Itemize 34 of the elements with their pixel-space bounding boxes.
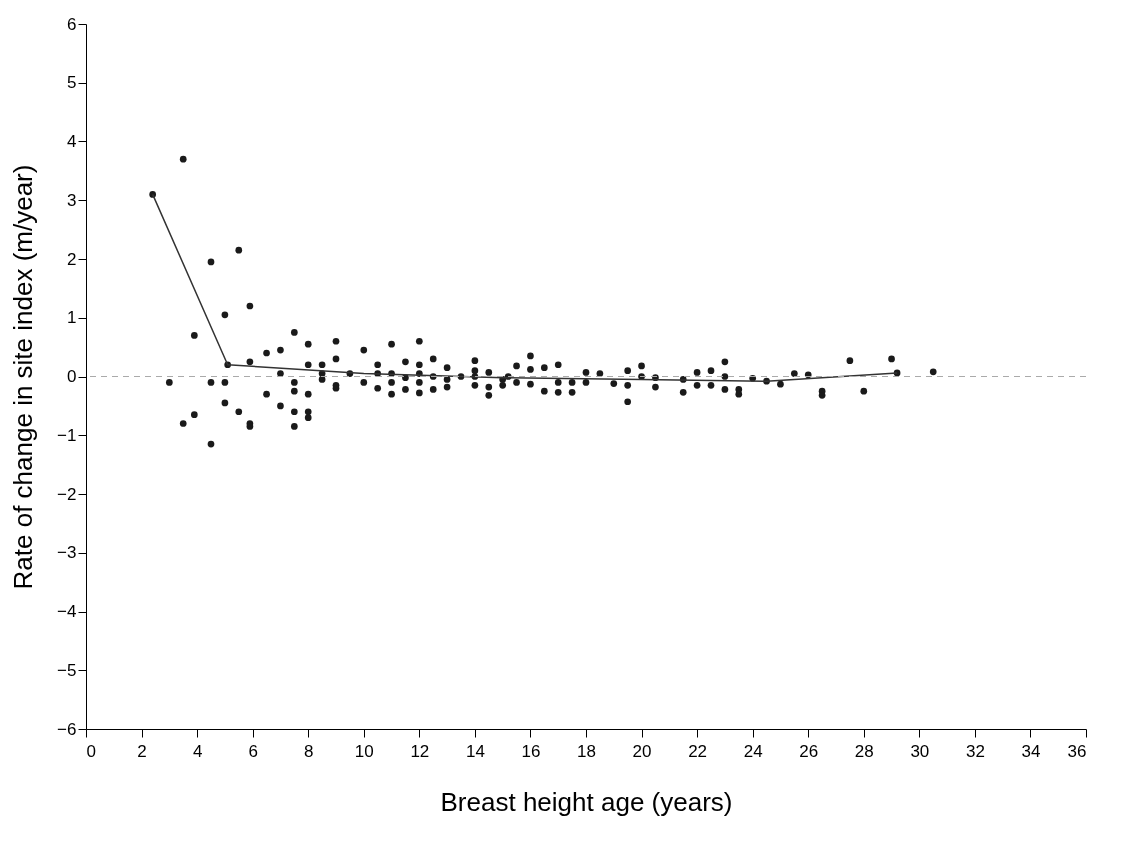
y-tick-label: 2	[67, 249, 77, 269]
y-tick-label: −2	[57, 484, 77, 504]
y-tick-label: 5	[67, 73, 77, 93]
x-tick-label: 28	[854, 741, 874, 761]
x-axis-title: Breast height age (years)	[440, 786, 733, 817]
x-tick-label: 6	[248, 741, 258, 761]
y-tick-label: 6	[67, 14, 77, 34]
x-tick-label: 10	[354, 741, 374, 761]
x-tick-label: 26	[799, 741, 819, 761]
y-tick-label: 3	[67, 190, 77, 210]
y-tick-label: −1	[57, 425, 77, 445]
y-axis-title: Rate of change in site index (m/year)	[8, 164, 39, 590]
x-tick-label: 30	[910, 741, 930, 761]
x-tick-label: 20	[632, 741, 652, 761]
x-tick-label: 32	[965, 741, 985, 761]
x-tick-label: 22	[688, 741, 708, 761]
x-tick-label: 12	[410, 741, 430, 761]
x-tick-label: 4	[192, 741, 203, 761]
x-tick-label: 14	[465, 741, 485, 761]
x-tick-label: 18	[577, 741, 596, 761]
x-tick-label: 0	[86, 741, 96, 761]
y-tick-label: −4	[57, 602, 77, 621]
x-tick-label: 16	[521, 741, 541, 761]
y-tick-label: 4	[67, 132, 77, 151]
x-tick-label: 34	[1021, 741, 1041, 761]
y-tick-label: −6	[57, 719, 77, 739]
y-tick-label: 1	[67, 308, 77, 328]
x-tick-label: 24	[743, 741, 763, 761]
y-tick-label: −3	[57, 543, 77, 563]
x-tick-label: 2	[137, 741, 147, 761]
y-tick-label: 0	[67, 367, 77, 386]
x-tick-label: 36	[1067, 741, 1087, 761]
x-tick-label: 8	[303, 741, 314, 761]
y-tick-label: −5	[57, 660, 77, 680]
